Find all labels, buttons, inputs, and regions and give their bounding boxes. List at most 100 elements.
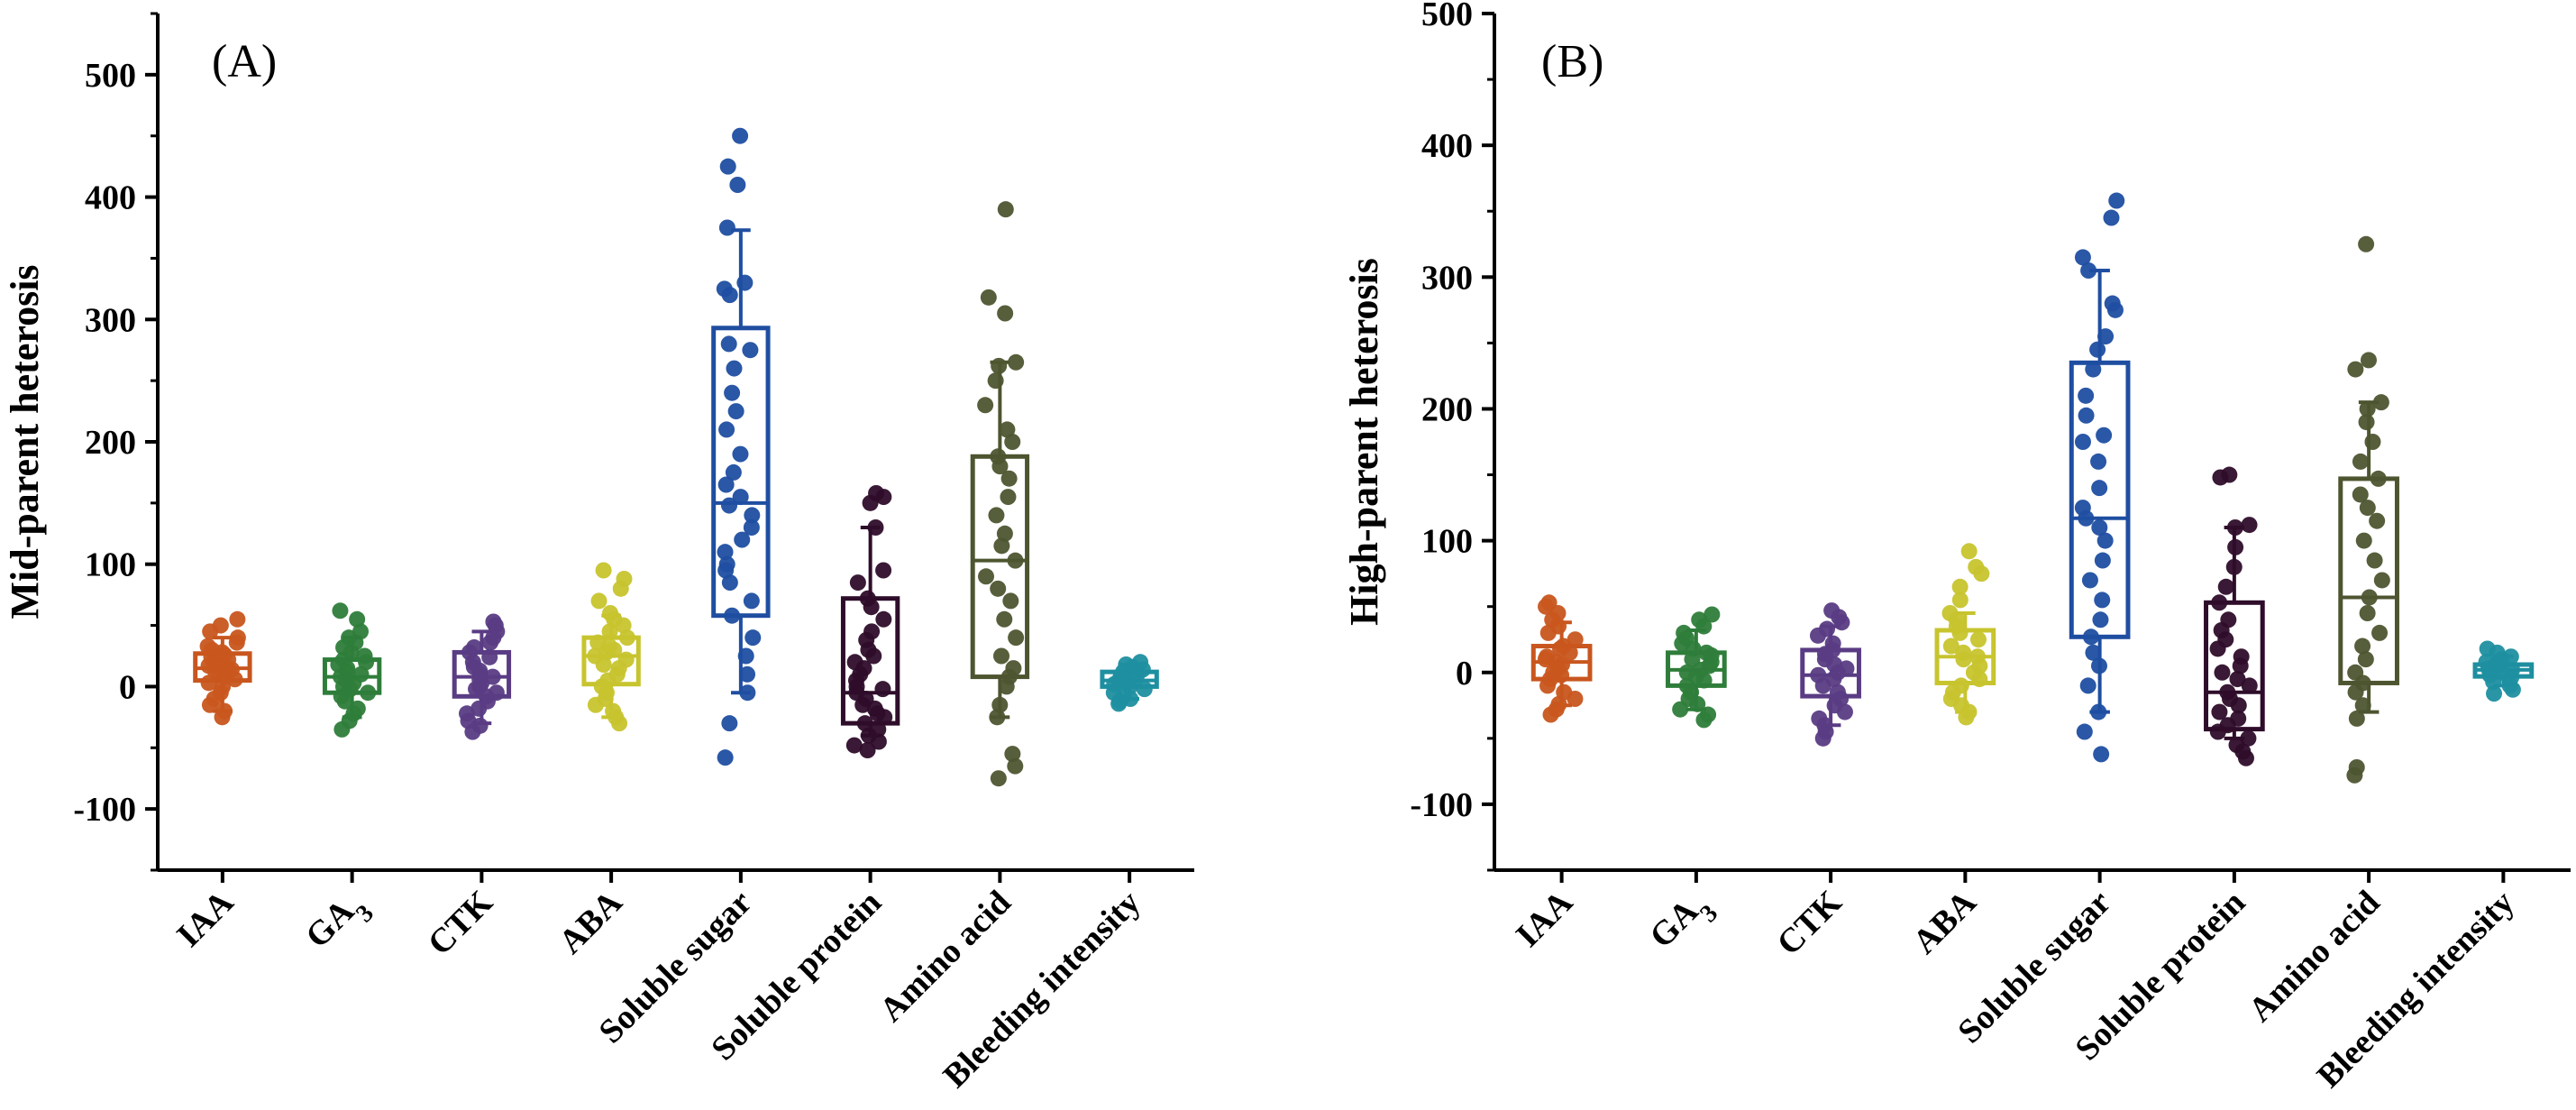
data-point [481,648,498,665]
data-point [485,613,502,630]
data-point [2085,361,2102,378]
y-tick-label: 100 [85,546,136,584]
data-point [2217,578,2234,595]
data-point [2372,394,2389,411]
data-point [2090,703,2107,720]
data-point [2074,500,2091,517]
data-point [987,372,1004,390]
data-point [1951,578,1969,595]
data-point [991,357,1008,374]
data-point [2211,594,2228,611]
y-axis-title: High-parent heterosis [1342,258,1386,626]
data-point [726,360,743,377]
data-point [356,647,373,665]
box-group [1800,602,1861,883]
data-point [2089,341,2106,358]
data-point [721,715,738,732]
data-point [1969,631,1987,648]
y-tick-label: 500 [85,57,136,95]
data-point [2348,759,2365,775]
data-point [859,590,876,607]
y-tick-label: -100 [1410,786,1473,824]
data-point [724,607,741,624]
data-point [716,280,733,298]
data-point [352,665,370,683]
data-point [2221,466,2238,483]
box-group [581,562,641,883]
data-point [1118,656,1135,673]
data-point [2108,192,2125,209]
data-point [2094,552,2111,569]
data-point [2502,648,2519,665]
data-point [2090,453,2107,470]
y-tick-label: 200 [85,424,136,462]
panel-a: -100 0 100 200 300 400 500 Mid-parent heterosis… [3,12,1194,1096]
data-point [717,544,734,561]
data-point [1132,654,1149,671]
y-axis-title: Mid-parent heterosis [3,264,47,619]
data-point [718,555,735,573]
data-point [999,421,1016,438]
data-point [846,654,863,671]
x-tick-label: GA3 [1642,884,1722,964]
data-point [2364,434,2381,450]
data-point [2096,427,2113,444]
data-point [874,681,891,698]
box-group [1100,654,1159,883]
data-point [2225,558,2243,575]
data-point [1005,660,1022,677]
x-tick-label: IAA [1509,883,1580,954]
data-point [2078,387,2095,404]
data-point [1698,644,1715,661]
data-point [2352,486,2369,503]
data-point [1007,757,1024,775]
data-point [2092,611,2109,628]
data-point [977,568,994,585]
data-point [870,720,887,738]
data-point [2219,683,2236,701]
y-tick-label: -100 [73,791,136,829]
data-point [717,749,734,766]
data-point [616,571,633,587]
data-point [2081,572,2098,589]
data-point [2096,532,2114,549]
data-point [719,158,736,175]
data-point [2103,209,2120,226]
data-point [1951,592,1969,609]
data-point [2085,644,2102,661]
data-point [2211,703,2228,720]
data-point [484,668,501,685]
data-point [742,342,759,359]
data-point [2504,661,2521,678]
data-point [1004,434,1021,450]
data-point [990,580,1007,597]
box-group [2069,192,2131,883]
data-point [1000,470,1018,487]
box-group [2338,235,2399,883]
data-point [1969,648,1987,665]
data-point [2097,328,2115,345]
box-group [1934,543,1996,883]
data-point [1008,629,1025,647]
data-point [721,497,738,514]
box-group [2204,466,2265,883]
box-group [840,485,900,883]
data-point [2354,638,2371,655]
data-point [993,647,1010,665]
data-point [988,507,1005,524]
data-point [1811,710,1828,727]
panel-b: -100 0 100 200 300 400 500 High-parent heterosi… [1342,0,2571,1096]
data-point [2240,729,2257,747]
data-point [2074,249,2091,266]
data-point [867,519,884,536]
data-point [744,507,761,524]
data-point [2220,611,2237,628]
y-tick-label: 0 [119,668,136,706]
data-point [721,574,738,592]
data-point [718,421,735,438]
box-group [322,602,382,883]
data-point [734,531,751,548]
data-point [729,177,746,193]
data-point [859,742,876,758]
y-tick-label: 0 [1456,655,1473,693]
